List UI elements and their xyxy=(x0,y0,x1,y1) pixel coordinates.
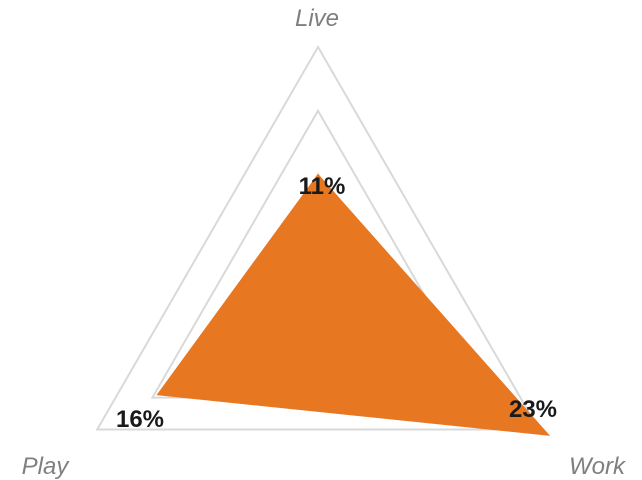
data-label-live: 11% xyxy=(299,173,346,200)
radar-grid-ring-4 xyxy=(95,44,541,431)
axis-label-live: Live xyxy=(295,5,339,32)
data-label-play: 16% xyxy=(116,406,164,433)
data-label-work: 23% xyxy=(509,396,557,423)
axis-label-work: Work xyxy=(569,453,627,480)
axis-label-play: Play xyxy=(22,453,71,480)
radar-series xyxy=(156,173,551,436)
radar-series-area xyxy=(156,173,551,436)
